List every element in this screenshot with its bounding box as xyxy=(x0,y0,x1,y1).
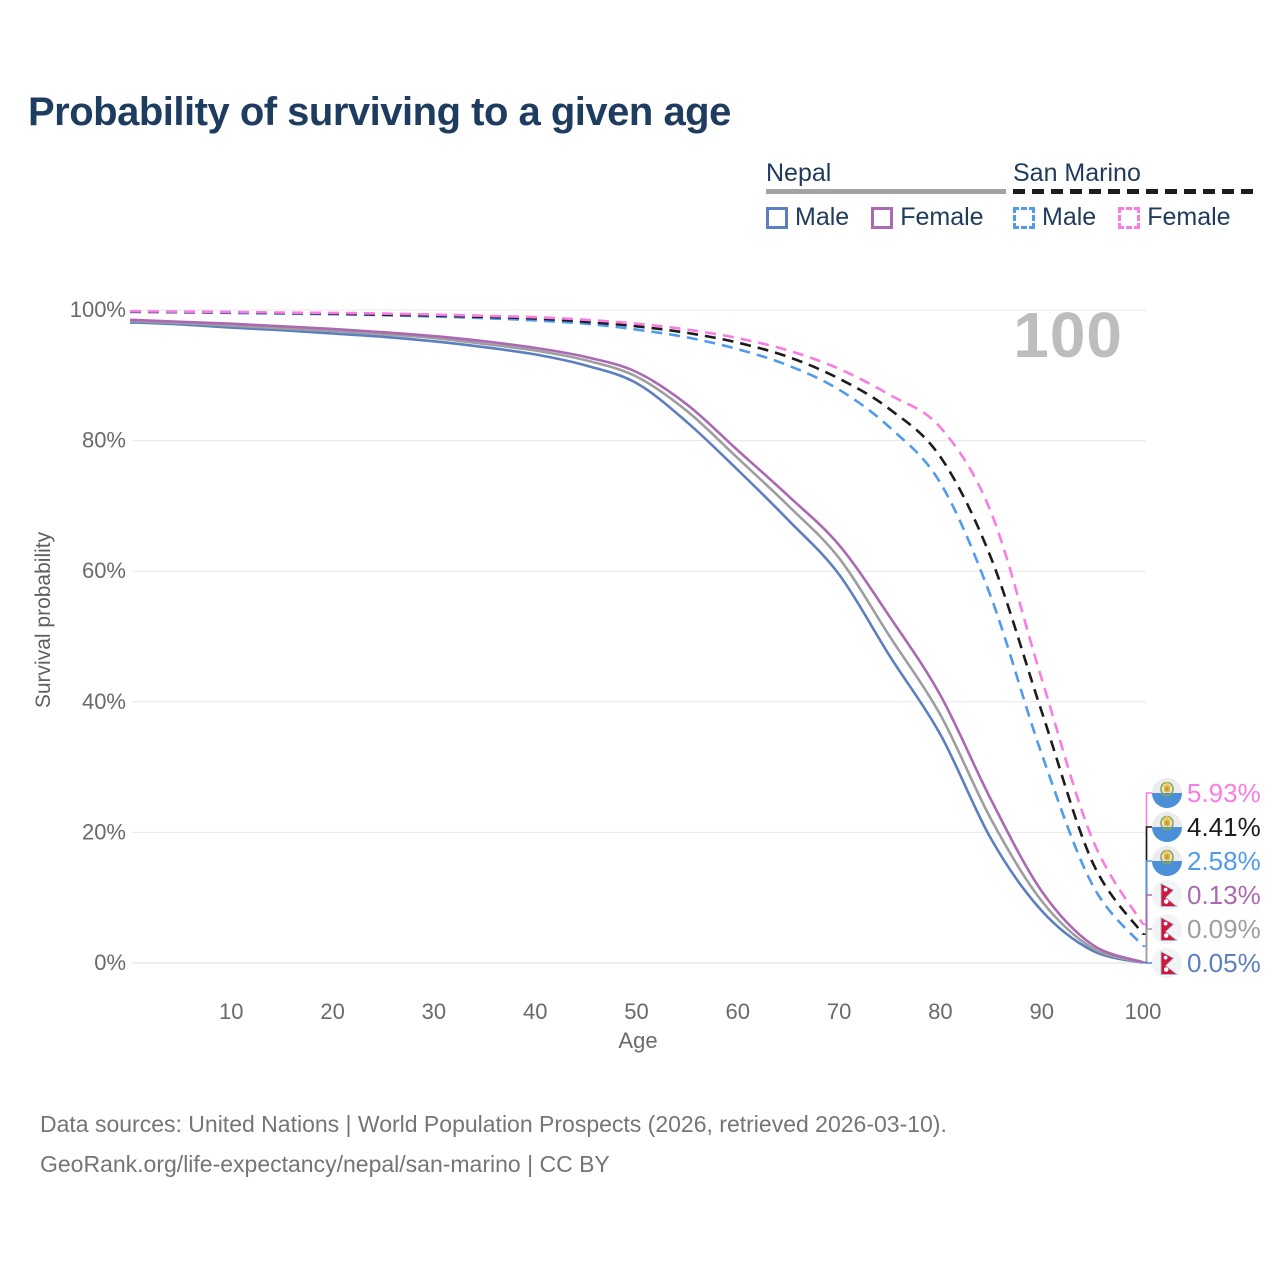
san-marino-flag-icon xyxy=(1152,846,1182,876)
end-label-row-nepal-male[interactable]: 0.05% xyxy=(1152,946,1261,980)
legend-group-san-marino: San Marino Male Female xyxy=(1013,160,1253,232)
end-label-connector xyxy=(1143,792,1152,926)
end-label-row-san-marino-female[interactable]: 5.93% xyxy=(1152,776,1261,810)
end-value-nepal-male: 0.05% xyxy=(1187,947,1261,978)
x-tick-label: 80 xyxy=(928,999,952,1024)
series-line-nepal-male[interactable] xyxy=(129,321,1144,964)
y-tick-label: 60% xyxy=(82,558,126,583)
series-line-san-marino-female[interactable] xyxy=(129,310,1145,925)
nepal-flag-icon xyxy=(1152,914,1182,944)
nepal-flag-icon xyxy=(1152,880,1182,910)
legend-swatch-san-marino-female[interactable] xyxy=(1118,206,1141,229)
san-marino-flag-icon xyxy=(1152,812,1182,842)
x-tick-label: 60 xyxy=(726,999,750,1024)
series-line-nepal[interactable] xyxy=(129,319,1144,964)
footer: Data sources: United Nations | World Pop… xyxy=(40,1104,947,1184)
footer-attribution: GeoRank.org/life-expectancy/nepal/san-ma… xyxy=(40,1151,610,1177)
end-label-row-nepal-both[interactable]: 0.09% xyxy=(1152,912,1261,946)
legend-underline-san-marino xyxy=(1013,189,1253,194)
y-tick-label: 0% xyxy=(94,950,126,975)
x-tick-label: 100 xyxy=(1125,999,1162,1024)
series-line-nepal-female[interactable] xyxy=(129,318,1144,964)
x-tick-label: 70 xyxy=(827,999,851,1024)
end-label-connector xyxy=(1143,826,1152,935)
end-label-row-san-marino-male[interactable]: 2.58% xyxy=(1152,844,1261,878)
legend-underline-nepal xyxy=(766,189,1006,194)
age-counter-watermark: 100 xyxy=(1013,299,1123,371)
x-tick-label: 90 xyxy=(1029,999,1053,1024)
x-axis-title: Age xyxy=(618,1028,658,1053)
y-tick-label: 80% xyxy=(82,428,126,453)
x-tick-label: 30 xyxy=(422,999,446,1024)
nepal-flag-icon xyxy=(1152,948,1182,978)
legend-swatch-san-marino-male[interactable] xyxy=(1013,206,1035,229)
san-marino-flag-icon xyxy=(1152,778,1182,808)
page-title: Probability of surviving to a given age xyxy=(28,90,731,134)
legend-label-san-marino-male[interactable]: Male xyxy=(1042,203,1097,231)
y-axis-title: Survival probability xyxy=(32,531,55,709)
legend-label-san-marino-female[interactable]: Female xyxy=(1147,203,1231,231)
end-label-row-nepal-female[interactable]: 0.13% xyxy=(1152,878,1261,912)
legend-swatch-nepal-female[interactable] xyxy=(871,206,894,229)
legend-country-nepal[interactable]: Nepal xyxy=(766,159,832,187)
x-tick-label: 40 xyxy=(523,999,547,1024)
x-tick-label: 20 xyxy=(320,999,344,1024)
legend-country-san-marino[interactable]: San Marino xyxy=(1013,159,1141,187)
end-value-san-marino-female: 5.93% xyxy=(1187,777,1261,808)
end-value-nepal-female: 0.13% xyxy=(1187,879,1261,910)
series-line-san-marino-male[interactable] xyxy=(129,310,1145,948)
footer-data-sources: Data sources: United Nations | World Pop… xyxy=(40,1111,947,1137)
legend-label-nepal-male[interactable]: Male xyxy=(795,203,850,231)
end-label-row-san-marino-both[interactable]: 4.41% xyxy=(1152,810,1261,844)
legend-swatch-nepal-male[interactable] xyxy=(766,206,788,229)
legend-label-nepal-female[interactable]: Female xyxy=(900,203,984,231)
end-value-san-marino-both: 4.41% xyxy=(1187,811,1261,842)
x-tick-label: 50 xyxy=(624,999,648,1024)
y-tick-label: 20% xyxy=(82,819,126,844)
x-tick-label: 10 xyxy=(219,999,243,1024)
y-tick-label: 100% xyxy=(70,297,126,322)
end-value-nepal-both: 0.09% xyxy=(1187,913,1261,944)
end-value-san-marino-male: 2.58% xyxy=(1187,845,1261,876)
legend-group-nepal: Nepal Male Female xyxy=(766,160,1006,232)
y-tick-label: 40% xyxy=(82,689,126,714)
